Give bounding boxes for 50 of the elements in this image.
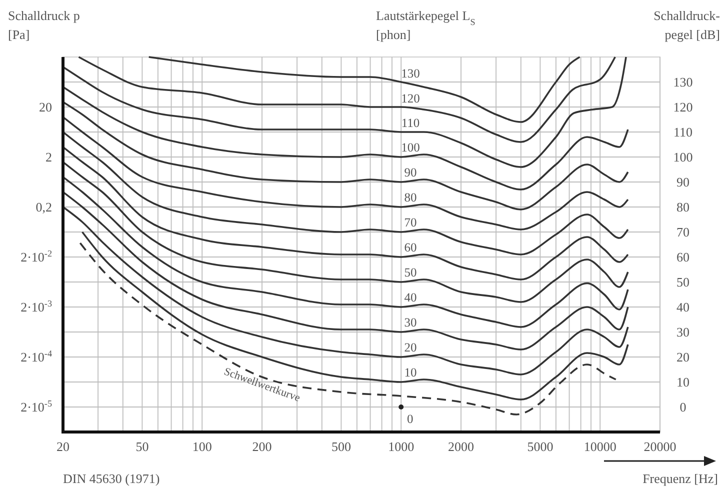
series-label: 120 bbox=[401, 91, 420, 106]
y-tick-label: 20 bbox=[39, 100, 52, 114]
series-label: 80 bbox=[404, 190, 417, 205]
y2-axis-title: Schalldruck-pegel [dB] bbox=[654, 8, 720, 42]
series-label: 90 bbox=[404, 166, 417, 180]
x-tick-label: 20000 bbox=[644, 439, 676, 454]
series-label: 110 bbox=[401, 116, 420, 130]
y2-tick-label: 20 bbox=[676, 350, 690, 364]
y2-tick-label: 100 bbox=[673, 150, 693, 164]
y2-tick-label: 0 bbox=[680, 400, 686, 414]
y2-tick-label: 50 bbox=[676, 274, 690, 290]
y-axis-title: Schalldruck p [Pa] bbox=[8, 8, 80, 42]
y-tick-label: 0,2 bbox=[36, 199, 52, 214]
series-label: 30 bbox=[404, 316, 417, 330]
x-tick-label: 20 bbox=[56, 439, 70, 454]
y2-tick-label: 10 bbox=[676, 374, 690, 390]
y2-tick-label: 70 bbox=[676, 224, 690, 240]
x-tick-label: 2000 bbox=[448, 439, 474, 454]
x-tick-label: 50 bbox=[136, 439, 149, 454]
series-label: 0 bbox=[406, 412, 414, 426]
y-tick-label: 2 bbox=[46, 149, 52, 164]
x-tick-label: 100 bbox=[192, 439, 212, 454]
y2-tick-label: 130 bbox=[673, 74, 693, 90]
series-label: 20 bbox=[404, 340, 417, 355]
series-label: 40 bbox=[404, 290, 417, 305]
y-tick-label: 2·10$^{-4}$ bbox=[20, 348, 52, 364]
y2-tick-label: 120 bbox=[673, 100, 693, 114]
y2-tick-label: 30 bbox=[676, 324, 690, 340]
y2-tick-label: 40 bbox=[676, 300, 690, 314]
series-label: 10 bbox=[404, 366, 417, 380]
y2-tick-label: 110 bbox=[673, 124, 693, 140]
y2-tick-label: 80 bbox=[676, 200, 690, 214]
text: DIN 45630 (1971) bbox=[63, 471, 160, 486]
x-tick-label: 500 bbox=[331, 439, 351, 454]
y-tick-label: 2·10$^{-3}$ bbox=[20, 298, 52, 314]
y-tick-label: 2·10$^{-5}$ bbox=[20, 398, 52, 414]
x-tick-label: 1000 bbox=[388, 439, 414, 454]
x-axis-title: Frequenz [Hz] bbox=[642, 471, 718, 486]
series-label: 100 bbox=[401, 140, 420, 155]
series-label: 130 bbox=[401, 66, 420, 81]
series-label: 60 bbox=[404, 240, 417, 255]
y2-tick-label: 90 bbox=[676, 174, 690, 190]
x-tick-label: 5000 bbox=[527, 439, 554, 454]
chart-title: Lautstärkepegel L$_{S}$ [phon] bbox=[376, 8, 476, 42]
series-label: 50 bbox=[404, 266, 417, 280]
x-tick-label: 200 bbox=[252, 439, 272, 454]
series-label: 70 bbox=[404, 216, 417, 230]
y-tick-label: 2·10$^{-2}$ bbox=[20, 248, 52, 264]
y2-tick-label: 60 bbox=[676, 250, 690, 264]
x-tick-label: 10000 bbox=[584, 439, 616, 454]
